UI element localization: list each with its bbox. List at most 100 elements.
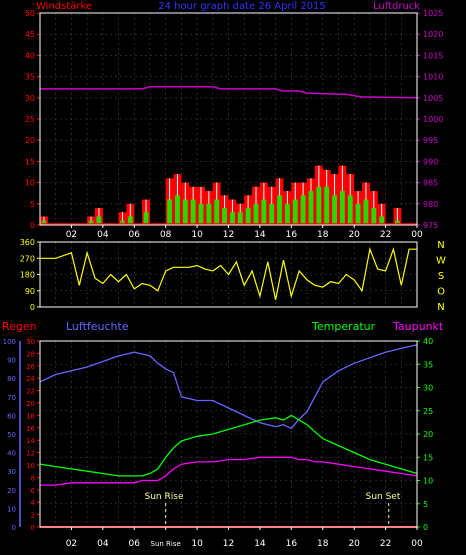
pressure-line xyxy=(40,86,418,99)
climate-xtick-label: 14 xyxy=(254,539,266,549)
wind-ytick-label: 0 xyxy=(30,221,35,230)
wind-avg-bar xyxy=(261,199,267,225)
rain-ytick-label: 16 xyxy=(26,425,35,433)
climate-xtick-label: 16 xyxy=(286,539,298,549)
wind-xtick-label: 14 xyxy=(254,230,266,240)
wind-xtick-label: 02 xyxy=(66,230,77,240)
climate-xtick-label: 20 xyxy=(348,539,360,549)
wind-avg-bar xyxy=(394,220,400,225)
direction-ytick-label: 0 xyxy=(30,303,35,312)
humidity-ytick-label: 100 xyxy=(3,338,16,346)
wind-xtick-label: 08 xyxy=(160,230,172,240)
direction-line xyxy=(40,247,417,300)
wind-avg-bar xyxy=(300,195,306,225)
rain-ytick-label: 20 xyxy=(26,400,35,408)
compass-label: O xyxy=(437,287,445,298)
climate-xtick-label: 22 xyxy=(380,539,391,549)
sun-set-label: Sun Set xyxy=(366,492,401,502)
temperature-ytick-label: 25 xyxy=(423,407,433,416)
temperature-ytick-label: 10 xyxy=(423,477,433,486)
pressure-ytick-label: 1025 xyxy=(423,9,443,18)
wind-ytick-label: 20 xyxy=(25,136,35,145)
temperature-ytick-label: 5 xyxy=(423,500,428,509)
wind-xtick-label: 00 xyxy=(411,230,423,240)
wind-avg-bar xyxy=(143,212,149,225)
pressure-ytick-label: 975 xyxy=(423,221,438,230)
humidity-ytick-label: 20 xyxy=(7,487,16,495)
pressure-ytick-label: 1000 xyxy=(423,115,443,124)
wind-avg-bar xyxy=(363,199,369,225)
rain-ytick-label: 26 xyxy=(26,363,35,371)
climate-xtick-label: Sun Rise xyxy=(151,540,181,548)
wind-ytick-label: 35 xyxy=(25,73,35,82)
temperature-ytick-label: 35 xyxy=(423,360,433,369)
wind-ytick-label: 25 xyxy=(25,115,35,124)
wind-avg-bar xyxy=(269,203,275,225)
wind-avg-bar xyxy=(214,199,220,225)
wind-panel-left-label: Windstärke xyxy=(36,1,92,12)
wind-avg-bar xyxy=(41,220,47,225)
wind-xtick-label: 06 xyxy=(129,230,141,240)
direction-ytick-label: 180 xyxy=(20,271,35,280)
compass-label: W xyxy=(436,256,446,267)
dewpoint-line xyxy=(40,456,418,486)
pressure-ytick-label: 985 xyxy=(423,179,438,188)
humidity-ytick-label: 10 xyxy=(7,505,16,513)
climate-humidity-label: Luftfeuchte xyxy=(66,320,129,333)
climate-xtick-label: 18 xyxy=(317,539,329,549)
temperature-ytick-label: 30 xyxy=(423,384,433,393)
wind-xtick-label: 20 xyxy=(348,230,360,240)
wind-avg-bar xyxy=(277,195,282,225)
wind-xtick-label: 22 xyxy=(380,230,391,240)
temperature-ytick-label: 40 xyxy=(423,337,433,346)
rain-ytick-label: 10 xyxy=(26,462,35,470)
wind-panel-right-label: Luftdruck xyxy=(373,1,420,12)
humidity-ytick-label: 50 xyxy=(7,431,16,439)
humidity-ytick-label: 70 xyxy=(7,394,16,402)
wind-ytick-label: 5 xyxy=(30,200,35,209)
rain-ytick-label: 24 xyxy=(26,375,35,383)
wind-avg-bar xyxy=(175,195,180,225)
rain-ytick-label: 28 xyxy=(26,350,35,358)
climate-rain-label: Regen xyxy=(2,320,37,333)
humidity-ytick-label: 80 xyxy=(7,375,16,383)
wind-avg-bar xyxy=(167,199,173,225)
compass-label: N xyxy=(437,302,444,313)
wind-avg-bar xyxy=(237,212,243,225)
climate-xtick-label: 12 xyxy=(223,539,234,549)
rain-ytick-label: 22 xyxy=(26,388,35,396)
wind-pressure-panel: 0510152025303540455097598098599099510001… xyxy=(25,9,444,240)
wind-xtick-label: 16 xyxy=(286,230,298,240)
pressure-ytick-label: 1015 xyxy=(423,51,443,60)
wind-avg-bar xyxy=(316,186,322,225)
rain-ytick-label: 0 xyxy=(31,524,35,532)
direction-ytick-label: 90 xyxy=(25,287,35,296)
rain-ytick-label: 2 xyxy=(31,512,35,520)
wind-avg-bar xyxy=(339,191,345,225)
wind-avg-bar xyxy=(308,191,314,225)
humidity-ytick-label: 40 xyxy=(7,450,16,458)
rain-ytick-label: 30 xyxy=(26,338,35,346)
wind-avg-bar xyxy=(292,199,298,225)
wind-avg-bar xyxy=(222,208,227,225)
compass-label: S xyxy=(438,271,444,282)
temperature-ytick-label: 20 xyxy=(423,430,433,439)
wind-ytick-label: 40 xyxy=(25,51,35,60)
temperature-line xyxy=(39,414,418,477)
sun-rise-label: Sun Rise xyxy=(145,492,184,502)
wind-xtick-label: 04 xyxy=(97,230,109,240)
rain-ytick-label: 8 xyxy=(31,474,35,482)
wind-xtick-label: 12 xyxy=(223,230,234,240)
wind-avg-bar xyxy=(206,203,212,225)
wind-avg-bar xyxy=(332,195,337,225)
wind-avg-bar xyxy=(379,216,385,225)
humidity-ytick-label: 60 xyxy=(7,412,16,420)
pressure-ytick-label: 980 xyxy=(423,200,438,209)
wind-avg-bar xyxy=(127,216,133,225)
climate-xtick-label: 00 xyxy=(411,539,423,549)
climate-xtick-label: 10 xyxy=(191,539,203,549)
wind-avg-bar xyxy=(253,203,259,225)
temperature-ytick-label: 15 xyxy=(423,453,433,462)
